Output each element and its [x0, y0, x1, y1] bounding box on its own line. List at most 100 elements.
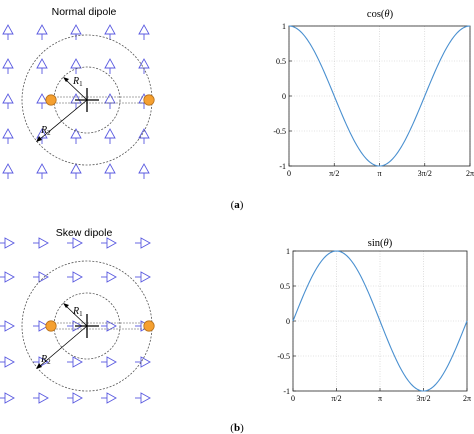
x-tick-label: 0 — [287, 169, 291, 178]
panel-b: Skew dipole R1 R2 sin(θ) 0 π/2 π 3π/2 2π 1 0.5… — [0, 227, 471, 434]
dipole-field-arrow-icon — [0, 356, 15, 368]
dipole-field-arrow-icon — [33, 356, 49, 368]
x-tick-label: 2π — [466, 169, 474, 178]
radius-arrowhead-icon — [63, 303, 69, 308]
dipole-field-arrow-icon — [0, 237, 15, 249]
x-tick-label: 3π/2 — [416, 394, 430, 403]
dipole-field-arrow-icon — [135, 356, 151, 368]
field-arrows-a — [2, 24, 150, 179]
y-tick-label: -1 — [279, 162, 286, 171]
curve-line — [288, 25, 471, 167]
sin-plot: 0 π/2 π 3π/2 2π 1 0.5 0 -0.5 -1 — [277, 247, 471, 403]
dipole-title-b: Skew dipole — [56, 227, 113, 239]
curve-line — [292, 250, 468, 392]
dipole-field-arrow-icon — [101, 356, 117, 368]
dipole-field-arrow-icon — [36, 128, 48, 144]
dipole-field-arrow-icon — [2, 128, 14, 144]
dipole-field-arrow-icon — [36, 93, 48, 109]
dipole-field-arrow-icon — [101, 237, 117, 249]
inner-radius-circle-a — [53, 66, 121, 134]
radius-r2-line-a — [39, 99, 88, 140]
y-tick-label: 0 — [286, 317, 290, 326]
dipole-field-arrow-icon — [104, 128, 116, 144]
dipole-field-arrow-icon — [135, 237, 151, 249]
field-arrows-b — [0, 237, 151, 404]
x-tick-label: π/2 — [329, 169, 339, 178]
y-tick-label: 1 — [282, 22, 286, 31]
dipole-field-arrow-icon — [70, 93, 82, 109]
caption-b: (b) — [230, 422, 244, 434]
plot-title-b: sin(θ) — [368, 238, 393, 249]
dipole-field-arrow-icon — [104, 93, 116, 109]
dipole-field-arrow-icon — [104, 58, 116, 74]
y-tick-label: -0.5 — [273, 127, 286, 136]
dipole-field-arrow-icon — [104, 163, 116, 179]
y-tick-label: 0.5 — [280, 282, 290, 291]
pole-marker-icon — [143, 94, 155, 106]
x-tick-label: π — [378, 394, 382, 403]
x-tick-label: 2π — [463, 394, 471, 403]
plot-title-a: cos(θ) — [367, 9, 394, 20]
dipole-field-arrow-icon — [135, 271, 151, 283]
dipole-field-arrow-icon — [2, 93, 14, 109]
dipole-field-arrow-icon — [2, 163, 14, 179]
caption-a: (a) — [231, 199, 244, 211]
inner-radius-circle-b — [53, 292, 121, 360]
radius-r1-line-a — [65, 79, 88, 101]
x-tick-label: 3π/2 — [418, 169, 432, 178]
dipole-field-arrow-icon — [33, 237, 49, 249]
dipole-field-arrow-icon — [135, 392, 151, 404]
y-tick-label: -0.5 — [277, 352, 290, 361]
radius-label-r2-a: R2 — [40, 125, 51, 137]
dipole-field-arrow-icon — [70, 128, 82, 144]
radius-r2-line-b — [39, 325, 88, 367]
dipole-field-arrow-icon — [0, 271, 15, 283]
dipole-bar-a — [50, 96, 150, 104]
dipole-field-arrow-icon — [101, 392, 117, 404]
dipole-field-arrow-icon — [70, 163, 82, 179]
cos-plot: 0 π/2 π 3π/2 2π 1 0.5 0 -0.5 -1 — [273, 22, 474, 178]
dipole-bar-b — [50, 322, 150, 330]
dipole-field-arrow-icon — [33, 392, 49, 404]
y-tick-label: -1 — [283, 387, 290, 396]
dipole-field-arrow-icon — [0, 320, 15, 332]
y-tick-label: 1 — [286, 247, 290, 256]
dipole-field-arrow-icon — [101, 271, 117, 283]
radius-arrowhead-icon — [36, 136, 42, 142]
dipole-field-arrow-icon — [138, 128, 150, 144]
dipole-field-arrow-icon — [138, 24, 150, 40]
x-tick-label: π — [377, 169, 381, 178]
dipole-title-a: Normal dipole — [52, 6, 117, 18]
dipole-field-arrow-icon — [101, 320, 117, 332]
x-tick-label: π/2 — [331, 394, 341, 403]
radius-arrowhead-icon — [63, 77, 69, 82]
y-tick-label: 0.5 — [276, 57, 286, 66]
dipole-field-arrow-icon — [36, 58, 48, 74]
pole-marker-icon — [45, 320, 57, 332]
radius-r1-line-b — [65, 305, 88, 327]
panel-a: Normal dipole R1 R2 cos(θ) 0 π/2 π 3π/2 2π10… — [2, 6, 474, 211]
dipole-field-arrow-icon — [2, 24, 14, 40]
dipole-field-arrow-icon — [67, 320, 83, 332]
dipole-field-arrow-icon — [67, 271, 83, 283]
dipole-field-arrow-icon — [138, 58, 150, 74]
dipole-field-arrow-icon — [2, 58, 14, 74]
dipole-field-arrow-icon — [67, 356, 83, 368]
radius-label-r2-b: R2 — [40, 354, 51, 366]
dipole-field-arrow-icon — [70, 24, 82, 40]
radius-label-r1-b: R1 — [72, 306, 83, 318]
dipole-field-arrow-icon — [67, 392, 83, 404]
dipole-field-arrow-icon — [138, 163, 150, 179]
dipole-field-arrow-icon — [33, 271, 49, 283]
dipole-field-arrow-icon — [36, 163, 48, 179]
dipole-field-arrow-icon — [70, 58, 82, 74]
pole-marker-icon — [143, 320, 155, 332]
dipole-field-arrow-icon — [67, 237, 83, 249]
pole-marker-icon — [45, 94, 57, 106]
x-tick-label: 0 — [291, 394, 295, 403]
dipole-field-arrow-icon — [0, 392, 15, 404]
dipole-field-arrow-icon — [33, 320, 49, 332]
y-tick-label: 0 — [282, 92, 286, 101]
radius-arrowhead-icon — [36, 363, 42, 369]
